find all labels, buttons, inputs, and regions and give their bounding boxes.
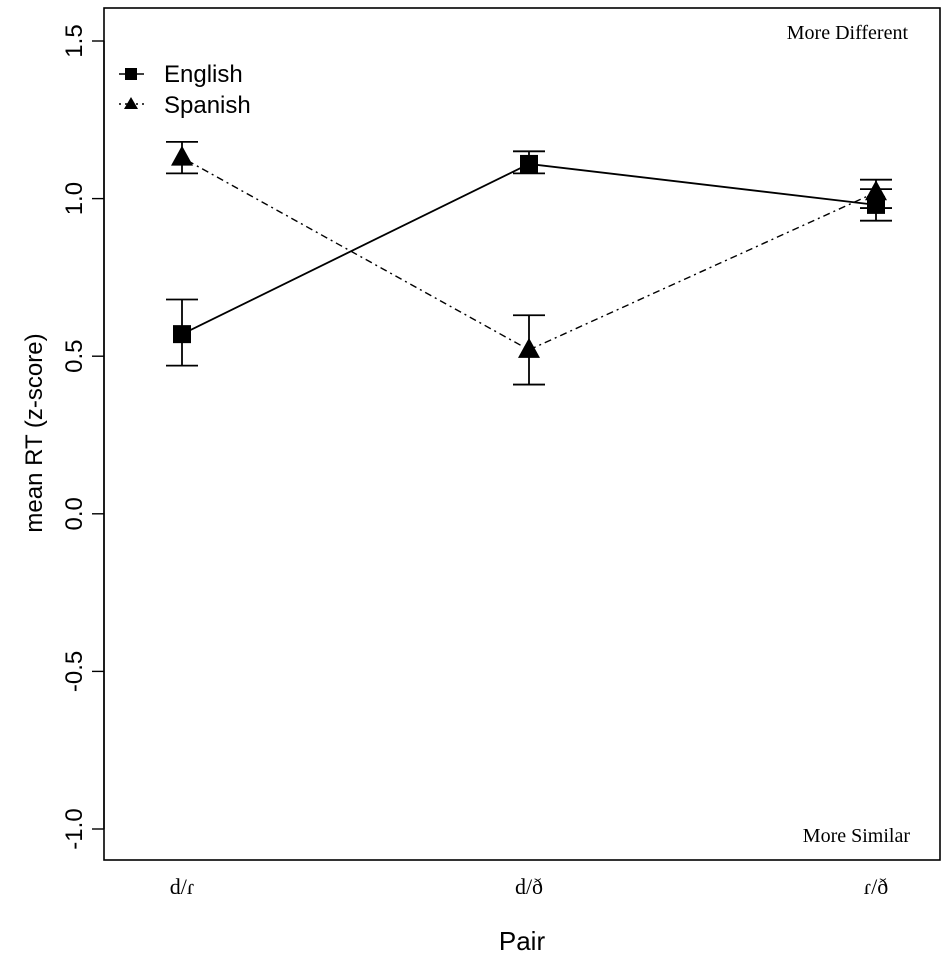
legend-spanish-label: Spanish bbox=[164, 92, 251, 119]
legend-english-label: English bbox=[164, 61, 243, 88]
annotation-more-similar: More Similar bbox=[803, 825, 911, 847]
y-tick-label: 0.0 bbox=[61, 497, 88, 530]
legend-english-marker bbox=[125, 68, 137, 80]
legend-spanish-marker bbox=[124, 97, 138, 109]
data-point-square bbox=[173, 325, 191, 343]
data-point-square bbox=[520, 155, 538, 173]
y-tick-label: 1.5 bbox=[61, 24, 88, 57]
series-line-english bbox=[182, 164, 876, 334]
y-axis-label: mean RT (z-score) bbox=[21, 333, 48, 532]
y-tick-label: 0.5 bbox=[61, 340, 88, 373]
series-spanish bbox=[166, 142, 892, 385]
x-axis-label: Pair bbox=[499, 926, 546, 956]
series-layer bbox=[166, 142, 892, 385]
y-tick-label: -0.5 bbox=[61, 651, 88, 692]
x-tick-label: d/ð bbox=[515, 874, 543, 899]
y-axis-ticks: -1.0 -0.5 0.0 0.5 1.0 1.5 bbox=[61, 24, 104, 849]
plot-frame bbox=[104, 8, 940, 860]
data-point-triangle bbox=[171, 146, 193, 166]
annotation-more-different: More Different bbox=[787, 22, 909, 44]
y-tick-label: -1.0 bbox=[61, 808, 88, 849]
legend: English Spanish bbox=[119, 61, 251, 119]
x-axis-ticks: d/ɾ d/ð ɾ/ð bbox=[170, 874, 888, 899]
data-point-triangle bbox=[518, 338, 540, 358]
x-tick-label: ɾ/ð bbox=[864, 874, 888, 899]
y-tick-label: 1.0 bbox=[61, 182, 88, 215]
data-point-triangle bbox=[865, 180, 887, 200]
x-tick-label: d/ɾ bbox=[170, 874, 194, 899]
